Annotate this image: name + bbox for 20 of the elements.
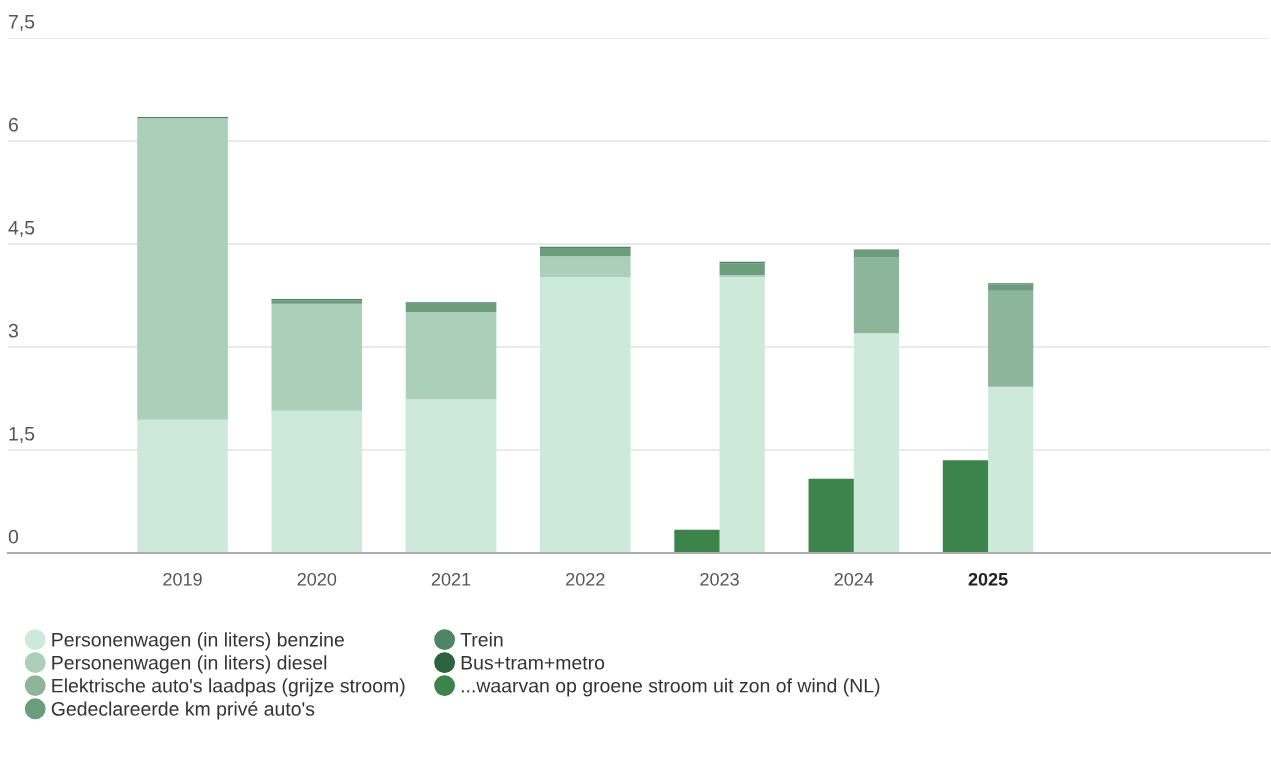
x-tick-label: 2021 bbox=[431, 572, 471, 586]
x-tick-label: 2023 bbox=[700, 572, 739, 586]
y-tick-label: 0 bbox=[8, 529, 19, 544]
x-tick-label: 2022 bbox=[566, 572, 605, 586]
x-tick-label: 2024 bbox=[834, 572, 874, 586]
y-tick-label: 7,5 bbox=[9, 15, 35, 31]
legend-label: Personenwagen (in liters) diesel bbox=[52, 655, 327, 674]
x-tick-label: 2025 bbox=[968, 572, 1008, 586]
legend-label: Trein bbox=[460, 632, 503, 647]
x-tick-label: 2020 bbox=[297, 572, 337, 586]
x-tick-label: 2019 bbox=[163, 572, 202, 586]
legend-label: Bus+tram+metro bbox=[461, 656, 605, 670]
legend-label: Elektrische auto's laadpas (grijze stroom) bbox=[52, 678, 405, 697]
y-tick-label: 1,5 bbox=[9, 427, 35, 443]
legend-label: Personenwagen (in liters) benzine bbox=[52, 632, 344, 651]
legend-label: ...waarvan op groene stroom uit zon of wind (NL) bbox=[461, 678, 880, 697]
y-tick-label: 6 bbox=[8, 117, 18, 132]
y-tick-label: 3 bbox=[8, 323, 18, 338]
legend-label: Gedeclareerde km privé auto's bbox=[51, 701, 315, 720]
y-tick-label: 4,5 bbox=[8, 221, 35, 237]
